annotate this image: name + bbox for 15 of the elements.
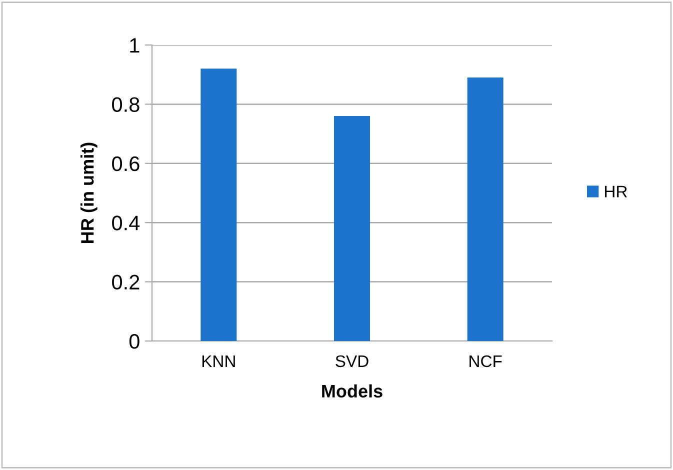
y-tick-label: 0.8 (112, 97, 140, 112)
y-tick-label: 1 (130, 38, 140, 53)
x-tick-label: SVD (336, 355, 368, 368)
bar (467, 78, 504, 341)
y-tick-label: 0 (129, 334, 140, 349)
y-axis-title: HR (in umit) (80, 142, 98, 243)
bar (334, 116, 370, 341)
bar (200, 68, 237, 341)
x-tick-label: NCF (470, 355, 502, 368)
x-axis-title: Models (322, 384, 382, 398)
y-tick-label: 0.6 (112, 156, 140, 172)
y-tick-label: 0.2 (112, 274, 140, 290)
y-tick-label: 0.4 (112, 216, 140, 230)
x-tick-label: KNN (202, 356, 235, 367)
legend-label: HR (605, 186, 627, 198)
